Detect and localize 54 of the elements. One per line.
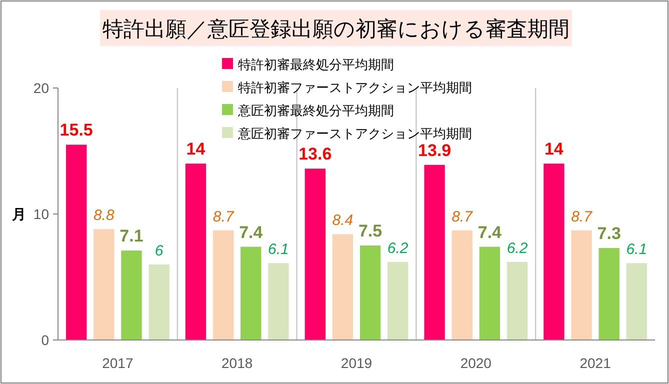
legend-label: 特許初審ファーストアクション平均期間 bbox=[238, 80, 472, 95]
legend-label: 特許初審最終処分平均期間 bbox=[238, 57, 394, 72]
x-tick-label: 2017 bbox=[102, 355, 134, 371]
bar bbox=[544, 164, 564, 340]
bar bbox=[479, 246, 500, 340]
data-label: 8.7 bbox=[212, 208, 234, 226]
bar bbox=[268, 263, 289, 340]
bar bbox=[332, 234, 354, 340]
data-label: 7.1 bbox=[120, 226, 144, 246]
bar bbox=[121, 250, 142, 340]
x-tick-label: 2018 bbox=[222, 355, 253, 371]
bar bbox=[212, 230, 234, 340]
y-axis-title: 月 bbox=[11, 206, 26, 222]
data-label: 8.7 bbox=[452, 208, 474, 226]
data-label: 7.4 bbox=[478, 222, 502, 242]
bar bbox=[598, 248, 620, 340]
data-label: 6 bbox=[154, 242, 164, 260]
data-label: 8.7 bbox=[571, 208, 593, 226]
y-tick-label: 10 bbox=[33, 206, 50, 222]
x-tick-label: 2021 bbox=[580, 355, 612, 371]
bar bbox=[452, 230, 472, 340]
data-label: 7.3 bbox=[597, 224, 621, 244]
bar bbox=[66, 144, 87, 340]
x-tick-label: 2020 bbox=[460, 355, 492, 371]
bar bbox=[94, 229, 114, 340]
bar bbox=[185, 164, 206, 340]
bar bbox=[148, 264, 170, 340]
bar bbox=[571, 230, 592, 340]
bar bbox=[360, 246, 381, 340]
data-label: 14 bbox=[186, 140, 206, 159]
data-label: 13.9 bbox=[418, 140, 452, 160]
y-tick-label: 0 bbox=[41, 332, 50, 348]
legend-label: 意匠初審ファーストアクション平均期間 bbox=[237, 126, 472, 141]
data-label: 7.4 bbox=[239, 222, 264, 242]
bar bbox=[304, 168, 326, 340]
data-label: 14 bbox=[544, 140, 564, 159]
bar bbox=[388, 262, 408, 340]
data-label: 6.2 bbox=[387, 240, 409, 257]
data-label: 13.6 bbox=[298, 144, 332, 164]
y-tick-label: 20 bbox=[33, 80, 50, 96]
bar bbox=[626, 263, 647, 340]
bar bbox=[240, 246, 262, 340]
data-label: 8.4 bbox=[332, 212, 354, 230]
data-label: 7.5 bbox=[358, 222, 382, 240]
data-label: 8.8 bbox=[93, 207, 115, 224]
bar bbox=[506, 262, 528, 340]
chart-title: 特許出願／意匠登録出願の初審における審査期間 bbox=[102, 18, 570, 41]
data-label: 15.5 bbox=[60, 120, 93, 140]
legend-label: 意匠初審最終処分平均期間 bbox=[237, 103, 394, 118]
data-label: 6.1 bbox=[626, 241, 648, 258]
data-label: 6.2 bbox=[506, 240, 528, 257]
bar bbox=[424, 164, 445, 340]
data-label: 6.1 bbox=[268, 241, 289, 258]
x-tick-label: 2019 bbox=[340, 355, 372, 371]
